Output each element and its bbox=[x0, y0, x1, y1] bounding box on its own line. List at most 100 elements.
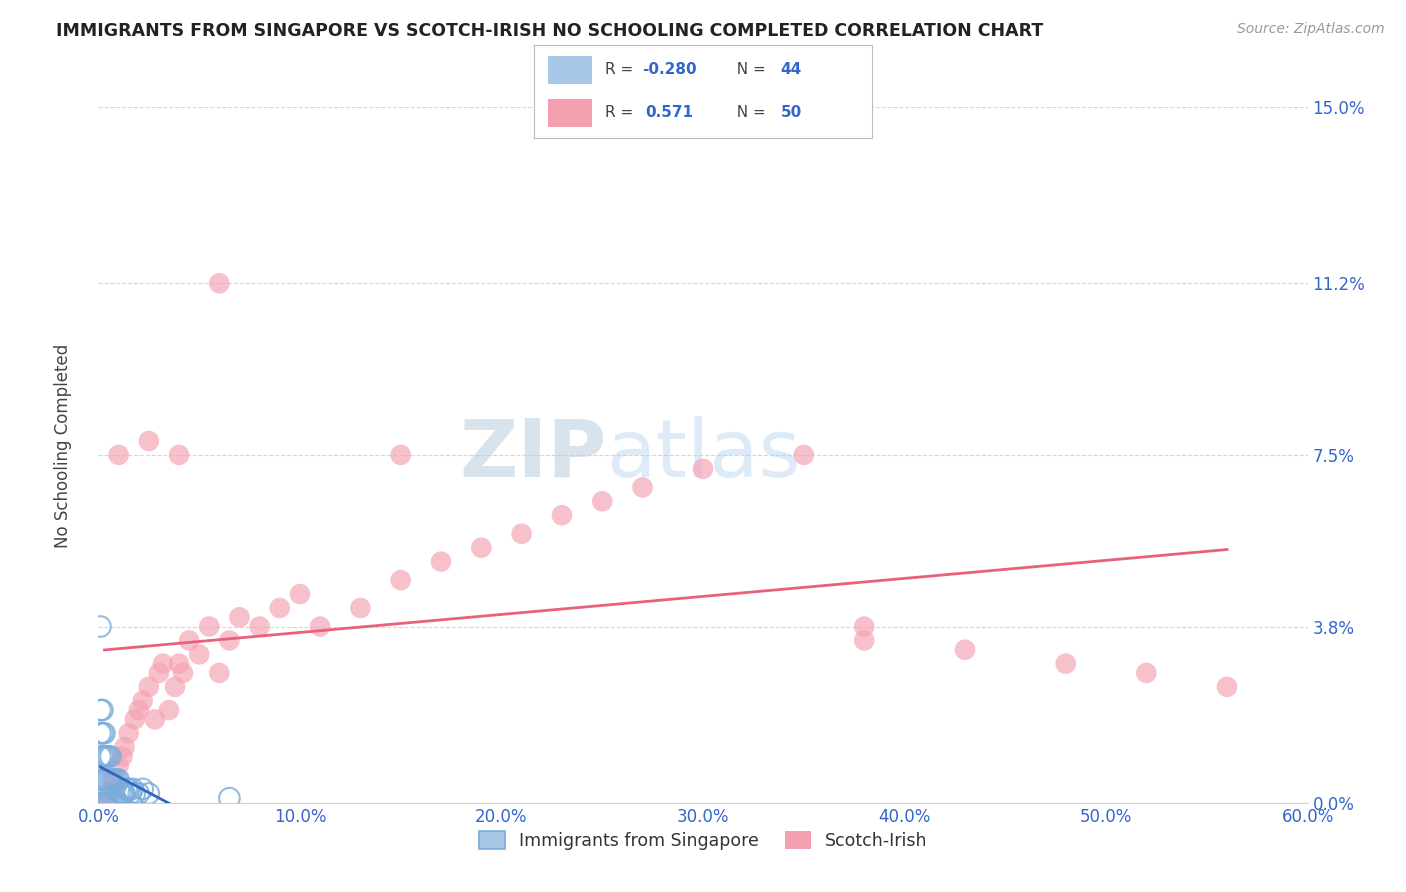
Point bbox=[100, 796, 122, 810]
Point bbox=[97, 772, 120, 787]
Point bbox=[91, 703, 114, 717]
Point bbox=[152, 657, 174, 671]
Point bbox=[148, 665, 170, 680]
Point bbox=[114, 740, 136, 755]
Text: No Schooling Completed: No Schooling Completed bbox=[55, 344, 72, 548]
Point bbox=[953, 642, 976, 657]
Point bbox=[853, 619, 876, 633]
Text: -0.280: -0.280 bbox=[643, 62, 697, 78]
Point bbox=[118, 726, 141, 740]
Point bbox=[93, 796, 115, 810]
Point bbox=[692, 462, 714, 476]
Point bbox=[89, 796, 111, 810]
Point bbox=[208, 277, 231, 291]
Point bbox=[1216, 680, 1239, 694]
Point bbox=[179, 633, 201, 648]
Point bbox=[591, 494, 613, 508]
Point bbox=[111, 787, 134, 801]
Point bbox=[853, 633, 876, 648]
Point bbox=[470, 541, 492, 555]
Point bbox=[631, 480, 654, 494]
Point bbox=[111, 749, 134, 764]
Point bbox=[91, 796, 114, 810]
Point bbox=[105, 796, 128, 810]
Point bbox=[389, 448, 412, 462]
Point bbox=[89, 749, 111, 764]
Point bbox=[1135, 665, 1157, 680]
Point bbox=[138, 787, 160, 801]
Point bbox=[1054, 657, 1077, 671]
Point bbox=[91, 749, 114, 764]
Text: IMMIGRANTS FROM SINGAPORE VS SCOTCH-IRISH NO SCHOOLING COMPLETED CORRELATION CHA: IMMIGRANTS FROM SINGAPORE VS SCOTCH-IRIS… bbox=[56, 22, 1043, 40]
Point bbox=[269, 601, 291, 615]
Point bbox=[218, 633, 240, 648]
Point bbox=[228, 610, 250, 624]
Point bbox=[107, 796, 129, 810]
Text: Source: ZipAtlas.com: Source: ZipAtlas.com bbox=[1237, 22, 1385, 37]
Text: 50: 50 bbox=[780, 105, 801, 120]
Text: R =: R = bbox=[605, 105, 643, 120]
Point bbox=[110, 787, 132, 801]
Point bbox=[96, 796, 118, 810]
Point bbox=[793, 448, 815, 462]
Legend: Immigrants from Singapore, Scotch-Irish: Immigrants from Singapore, Scotch-Irish bbox=[472, 824, 934, 856]
Text: R =: R = bbox=[605, 62, 638, 78]
Bar bbox=[548, 99, 592, 127]
Point bbox=[89, 619, 111, 633]
Point bbox=[103, 772, 125, 787]
Point bbox=[100, 749, 122, 764]
Point bbox=[93, 796, 115, 810]
Point bbox=[91, 726, 114, 740]
Point bbox=[208, 665, 231, 680]
Point bbox=[91, 772, 114, 787]
Point bbox=[93, 749, 115, 764]
Point bbox=[101, 772, 124, 787]
Point bbox=[128, 703, 150, 717]
Text: N =: N = bbox=[727, 62, 770, 78]
Bar bbox=[548, 56, 592, 84]
Point bbox=[107, 758, 129, 772]
Point bbox=[163, 680, 186, 694]
Point bbox=[89, 772, 111, 787]
Point bbox=[510, 526, 533, 541]
Point bbox=[97, 787, 120, 801]
Point bbox=[138, 434, 160, 448]
Point bbox=[103, 796, 125, 810]
Point bbox=[96, 772, 118, 787]
Point bbox=[138, 680, 160, 694]
Point bbox=[107, 772, 129, 787]
Text: ZIP: ZIP bbox=[458, 416, 606, 494]
Point bbox=[172, 665, 194, 680]
Point bbox=[124, 712, 146, 726]
Point bbox=[167, 448, 190, 462]
Point bbox=[128, 787, 150, 801]
Text: atlas: atlas bbox=[606, 416, 800, 494]
Point bbox=[309, 619, 332, 633]
Text: N =: N = bbox=[727, 105, 770, 120]
Point bbox=[132, 781, 155, 796]
Point bbox=[551, 508, 574, 523]
Point bbox=[118, 781, 141, 796]
Text: 0.571: 0.571 bbox=[645, 105, 693, 120]
Point bbox=[101, 772, 124, 787]
Point bbox=[288, 587, 311, 601]
Point bbox=[115, 781, 138, 796]
Point bbox=[349, 601, 371, 615]
Point bbox=[124, 787, 146, 801]
Point bbox=[107, 448, 129, 462]
Text: 44: 44 bbox=[780, 62, 801, 78]
Point bbox=[121, 781, 143, 796]
Point bbox=[89, 703, 111, 717]
Point bbox=[89, 726, 111, 740]
Point bbox=[389, 573, 412, 587]
Point bbox=[120, 787, 142, 801]
Point bbox=[249, 619, 271, 633]
Point bbox=[132, 694, 155, 708]
Point bbox=[100, 772, 122, 787]
Point bbox=[96, 749, 118, 764]
Point bbox=[101, 796, 124, 810]
Point bbox=[218, 791, 240, 805]
Point bbox=[93, 726, 115, 740]
Point bbox=[97, 796, 120, 810]
Point bbox=[143, 712, 166, 726]
